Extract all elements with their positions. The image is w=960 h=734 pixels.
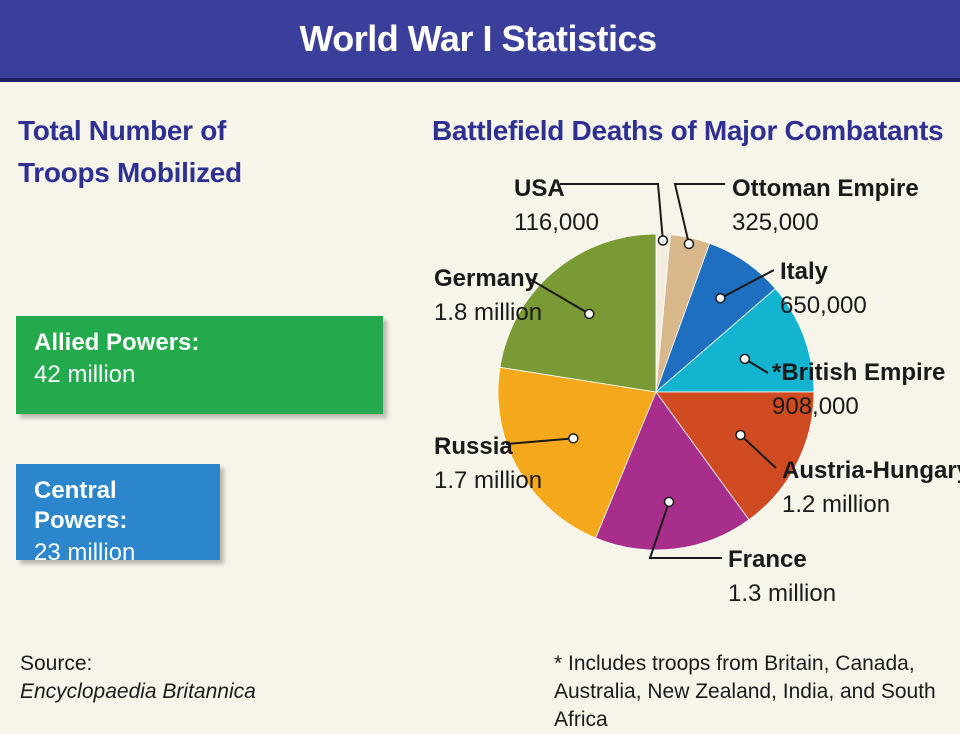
pie-label-value: 1.8 million [434, 299, 543, 326]
source-label: Source: [20, 652, 93, 675]
pie-label-russia: Russia 1.7 million [434, 430, 542, 498]
pie-label-value: 1.7 million [434, 467, 543, 494]
central-powers-box: Central Powers: 23 million [16, 464, 220, 566]
pie-label-value: 908,000 [772, 393, 859, 420]
pie-slice-british-empire [654, 287, 815, 393]
pie-label-name: Russia [434, 433, 513, 460]
leader-line-ottoman-empire [673, 183, 725, 245]
pie-slice-russia [497, 366, 657, 539]
chart-title: Battlefield Deaths of Major Combatants [432, 115, 944, 146]
troops-title: Total Number of Troops Mobilized [18, 115, 242, 188]
pie-label-value: 650,000 [780, 292, 867, 319]
pie-label-name: Austria-Hungary [782, 457, 960, 484]
pie-label-name: *British Empire [772, 359, 946, 386]
page-title: World War I Statistics [299, 18, 657, 59]
header-bar: World War I Statistics [0, 0, 960, 82]
pie-label-name: France [728, 546, 807, 573]
pie-label-name: Germany [434, 265, 539, 292]
pie-label-value: 1.2 million [782, 491, 891, 518]
allied-powers-value: 42 million [34, 361, 136, 388]
pie-label-usa: USA 116,000 [514, 172, 599, 240]
pie-label-france: France 1.3 million [728, 543, 836, 611]
pie-label-austria-hungary: Austria-Hungary 1.2 million [782, 454, 960, 522]
pie-label-name: Italy [780, 258, 829, 285]
pie-label-value: 325,000 [732, 209, 819, 236]
pie-label-italy: Italy 650,000 [780, 255, 867, 323]
pie-label-name: USA [514, 175, 565, 202]
pie-label-ottoman-empire: Ottoman Empire 325,000 [732, 172, 919, 240]
source-name: Encyclopaedia Britannica [20, 680, 256, 703]
pie-label-value: 1.3 million [728, 580, 837, 607]
central-powers-label: Central Powers: [34, 477, 128, 534]
central-powers-value: 23 million [34, 539, 136, 566]
footnote: * Includes troops from Britain, Canada, … [554, 652, 936, 731]
allied-powers-label: Allied Powers: [34, 329, 200, 356]
pie-label-british-empire: *British Empire 908,000 [772, 356, 945, 424]
pie-label-germany: Germany 1.8 million [434, 262, 542, 330]
pie-label-name: Ottoman Empire [732, 175, 919, 202]
pie-label-value: 116,000 [514, 209, 599, 236]
pie-slice-austria-hungary [655, 391, 815, 521]
source-note: Source: Encyclopaedia Britannica [20, 650, 256, 706]
allied-powers-box: Allied Powers: 42 million [16, 316, 383, 414]
